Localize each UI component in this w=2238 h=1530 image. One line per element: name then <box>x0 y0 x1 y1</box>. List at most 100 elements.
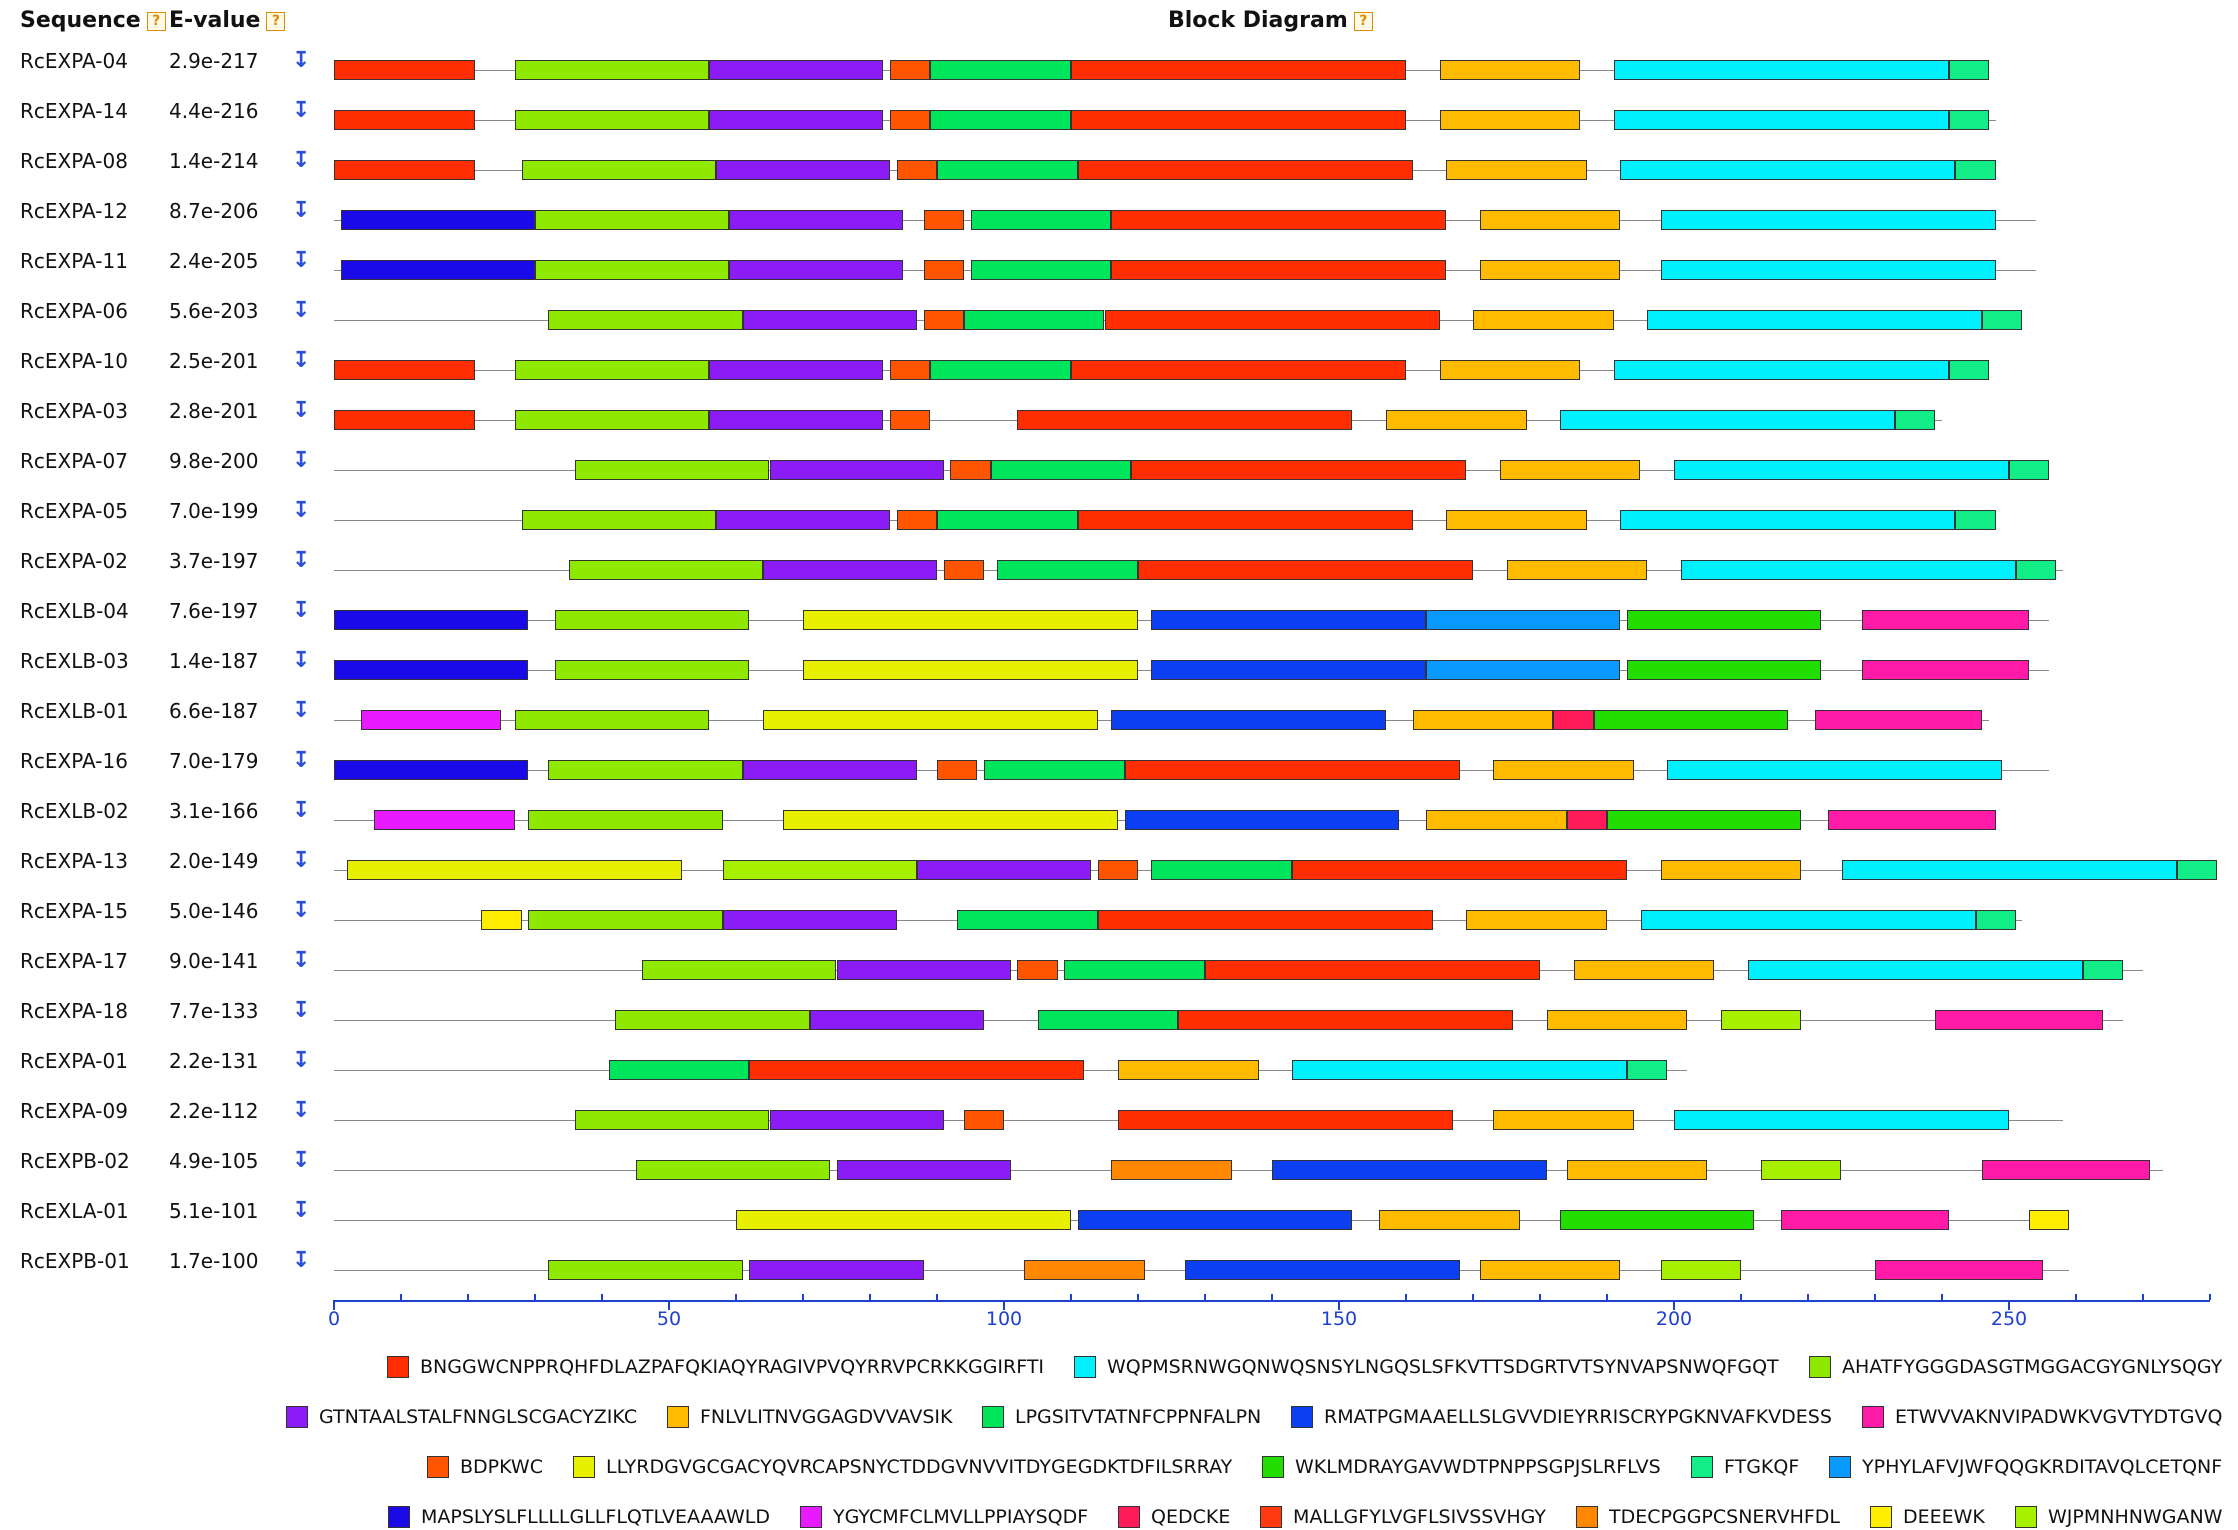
motif-block-m5[interactable] <box>1566 1160 1708 1180</box>
motif-block-m6[interactable] <box>983 760 1125 780</box>
motif-block-m3[interactable] <box>514 60 710 80</box>
motif-block-m1[interactable] <box>1131 460 1467 480</box>
motif-block-m3[interactable] <box>615 1010 810 1030</box>
motif-block-m1[interactable] <box>1104 310 1440 330</box>
motif-block-m11[interactable] <box>1607 810 1802 830</box>
motif-block-m12[interactable] <box>1955 160 1996 180</box>
motif-block-m3[interactable] <box>535 260 730 280</box>
motif-block-m5[interactable] <box>1506 560 1648 580</box>
motif-block-m9[interactable] <box>937 760 978 780</box>
motif-block-m9[interactable] <box>923 210 964 230</box>
download-arrow-icon[interactable]: ↧ <box>292 48 311 73</box>
motif-block-m10[interactable] <box>736 1210 1071 1230</box>
motif-block-m12[interactable] <box>1948 110 1989 130</box>
motif-block-m4[interactable] <box>742 310 917 330</box>
motif-block-m20[interactable] <box>722 860 917 880</box>
motif-block-m10[interactable] <box>782 810 1118 830</box>
motif-block-m6[interactable] <box>1151 860 1293 880</box>
motif-block-m5[interactable] <box>1499 460 1641 480</box>
sequence-name[interactable]: RcEXPB-01 <box>20 1249 130 1273</box>
download-arrow-icon[interactable]: ↧ <box>292 198 311 223</box>
motif-block-m1[interactable] <box>1205 960 1540 980</box>
motif-block-m2[interactable] <box>1613 60 1949 80</box>
motif-block-m8[interactable] <box>1935 1010 2103 1030</box>
motif-block-m14[interactable] <box>334 760 529 780</box>
motif-block-m1[interactable] <box>1077 160 1413 180</box>
motif-block-m3[interactable] <box>575 460 770 480</box>
motif-block-m12[interactable] <box>1982 310 2023 330</box>
motif-block-m1[interactable] <box>1111 210 1447 230</box>
motif-block-m3[interactable] <box>514 710 710 730</box>
motif-block-m4[interactable] <box>729 260 904 280</box>
motif-block-m2[interactable] <box>1560 410 1896 430</box>
motif-block-m1[interactable] <box>1117 1110 1453 1130</box>
motif-block-m4[interactable] <box>709 110 884 130</box>
motif-block-m6[interactable] <box>963 310 1105 330</box>
sequence-name[interactable]: RcEXPA-13 <box>20 849 128 873</box>
download-arrow-icon[interactable]: ↧ <box>292 248 311 273</box>
download-arrow-icon[interactable]: ↧ <box>292 1048 311 1073</box>
motif-block-m12[interactable] <box>1948 360 1989 380</box>
motif-block-m5[interactable] <box>1412 710 1554 730</box>
motif-block-m7[interactable] <box>1077 1210 1353 1230</box>
motif-block-m3[interactable] <box>548 760 743 780</box>
motif-block-m5[interactable] <box>1466 910 1607 930</box>
motif-block-m1[interactable] <box>1077 510 1413 530</box>
motif-block-m6[interactable] <box>937 510 1078 530</box>
motif-block-m1[interactable] <box>1178 1010 1514 1030</box>
motif-block-m7[interactable] <box>1184 1260 1460 1280</box>
motif-block-m5[interactable] <box>1385 410 1527 430</box>
motif-block-m5[interactable] <box>1439 360 1581 380</box>
sequence-name[interactable]: RcEXPA-08 <box>20 149 128 173</box>
motif-block-m3[interactable] <box>514 410 710 430</box>
motif-block-m5[interactable] <box>1446 160 1587 180</box>
motif-block-m16[interactable] <box>1566 810 1607 830</box>
motif-block-m7[interactable] <box>1151 610 1427 630</box>
motif-block-m20[interactable] <box>1720 1010 1802 1030</box>
motif-block-m19[interactable] <box>481 910 522 930</box>
motif-block-m9[interactable] <box>1097 860 1138 880</box>
motif-block-m2[interactable] <box>1680 560 2016 580</box>
sequence-name[interactable]: RcEXPA-17 <box>20 949 128 973</box>
sequence-name[interactable]: RcEXPA-02 <box>20 549 128 573</box>
motif-block-m4[interactable] <box>729 210 904 230</box>
motif-block-m5[interactable] <box>1479 1260 1621 1280</box>
motif-block-m4[interactable] <box>709 360 884 380</box>
motif-block-m5[interactable] <box>1660 860 1802 880</box>
sequence-name[interactable]: RcEXLB-01 <box>20 699 129 723</box>
motif-block-m15[interactable] <box>360 710 502 730</box>
motif-block-m3[interactable] <box>635 1160 830 1180</box>
motif-block-m3[interactable] <box>514 360 710 380</box>
motif-block-m4[interactable] <box>709 60 884 80</box>
motif-block-m8[interactable] <box>1781 1210 1949 1230</box>
motif-block-m1[interactable] <box>334 360 475 380</box>
motif-block-m6[interactable] <box>608 1060 750 1080</box>
download-arrow-icon[interactable]: ↧ <box>292 698 311 723</box>
motif-block-m4[interactable] <box>769 460 944 480</box>
sequence-name[interactable]: RcEXLB-03 <box>20 649 129 673</box>
download-arrow-icon[interactable]: ↧ <box>292 1198 311 1223</box>
motif-block-m5[interactable] <box>1439 60 1581 80</box>
motif-block-m4[interactable] <box>916 860 1092 880</box>
sequence-name[interactable]: RcEXLB-04 <box>20 599 129 623</box>
motif-block-m5[interactable] <box>1493 760 1634 780</box>
motif-block-m6[interactable] <box>957 910 1098 930</box>
download-arrow-icon[interactable]: ↧ <box>292 848 311 873</box>
motif-block-m18[interactable] <box>1024 1260 1145 1280</box>
motif-block-m10[interactable] <box>803 610 1138 630</box>
download-arrow-icon[interactable]: ↧ <box>292 448 311 473</box>
motif-block-m8[interactable] <box>1861 610 2030 630</box>
sequence-name[interactable]: RcEXPA-14 <box>20 99 128 123</box>
motif-block-m9[interactable] <box>890 360 931 380</box>
motif-block-m14[interactable] <box>334 610 529 630</box>
motif-block-m3[interactable] <box>575 1110 770 1130</box>
motif-block-m6[interactable] <box>1064 960 1205 980</box>
motif-block-m3[interactable] <box>514 110 710 130</box>
motif-block-m9[interactable] <box>890 410 931 430</box>
motif-block-m1[interactable] <box>1071 60 1406 80</box>
motif-block-m6[interactable] <box>930 110 1071 130</box>
motif-block-m5[interactable] <box>1479 260 1621 280</box>
help-icon[interactable]: ? <box>146 12 166 31</box>
motif-block-m4[interactable] <box>749 1260 924 1280</box>
download-arrow-icon[interactable]: ↧ <box>292 598 311 623</box>
